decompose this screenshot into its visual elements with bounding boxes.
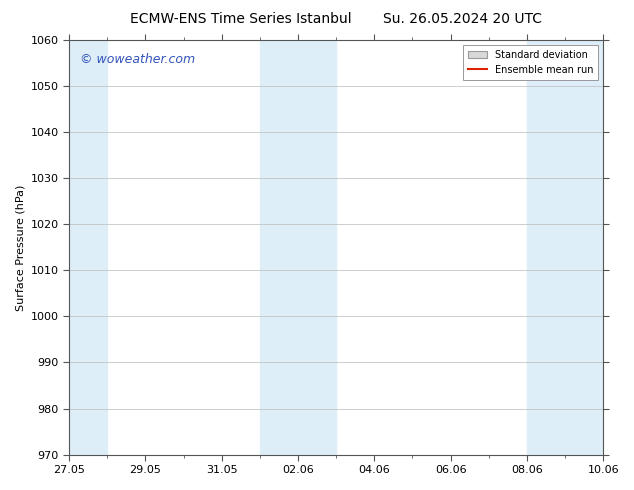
Bar (527, 40, 603, 455)
Y-axis label: Surface Pressure (hPa): Surface Pressure (hPa) (15, 184, 25, 311)
Legend: Standard deviation, Ensemble mean run: Standard deviation, Ensemble mean run (463, 45, 598, 79)
Text: Su. 26.05.2024 20 UTC: Su. 26.05.2024 20 UTC (384, 12, 542, 26)
Bar (69, 40, 107, 455)
Text: ECMW-ENS Time Series Istanbul: ECMW-ENS Time Series Istanbul (130, 12, 352, 26)
Bar (260, 40, 336, 455)
Text: © woweather.com: © woweather.com (80, 52, 195, 66)
